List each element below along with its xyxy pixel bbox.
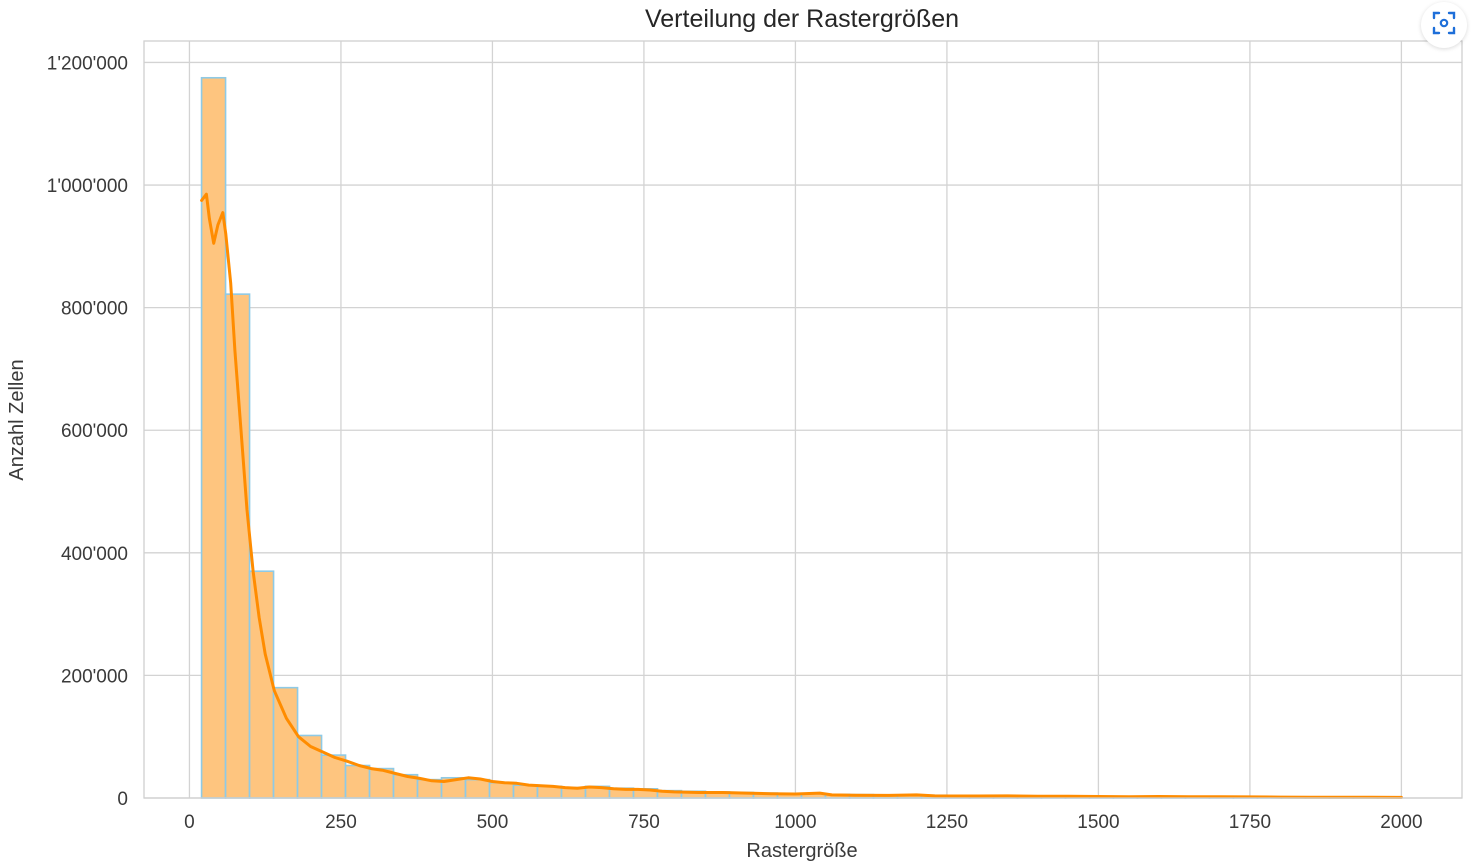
x-tick-label: 1250 [926,812,968,833]
y-tick-label: 800'000 [61,299,128,320]
histogram-bar [344,764,371,799]
histogram-bar [488,781,515,799]
y-tick-labels: 0 200'000 400'000 600'000 800'000 1'000'000 1'… [47,53,128,810]
chart-title: Verteilung der Rastergrößen [645,5,959,33]
histogram-bar [248,570,275,799]
histogram-bar [512,784,539,799]
plot-frame [143,40,1463,799]
histogram-bar [200,76,227,799]
histogram-bar [272,686,299,799]
x-axis-title: Rastergröße [746,840,857,862]
y-tick-label: 0 [117,789,128,810]
histogram-bar [464,778,491,799]
x-tick-label: 2000 [1380,812,1422,833]
x-tick-label: 1500 [1077,812,1119,833]
y-tick-label: 200'000 [61,666,128,687]
x-tick-label: 500 [477,812,509,833]
x-tick-labels: 0 250 500 750 1000 1250 1500 1750 2000 [184,812,1422,833]
x-tick-label: 1750 [1229,812,1271,833]
kde-curve [200,192,1403,799]
x-tick-label: 1000 [774,812,816,833]
y-axis-title: Anzahl Zellen [6,359,28,480]
x-tick-label: 0 [184,812,195,833]
y-tick-label: 400'000 [61,544,128,565]
histogram-bar [320,754,347,799]
expand-view-button[interactable] [1421,2,1467,48]
histogram-bars [200,76,1403,799]
grid-lines [144,41,1462,799]
focus-expand-icon [1431,10,1457,41]
y-tick-label: 600'000 [61,421,128,442]
y-tick-label: 1'200'000 [47,53,128,74]
x-tick-label: 750 [628,812,660,833]
y-tick-label: 1'000'000 [47,176,128,197]
x-tick-label: 250 [325,812,357,833]
